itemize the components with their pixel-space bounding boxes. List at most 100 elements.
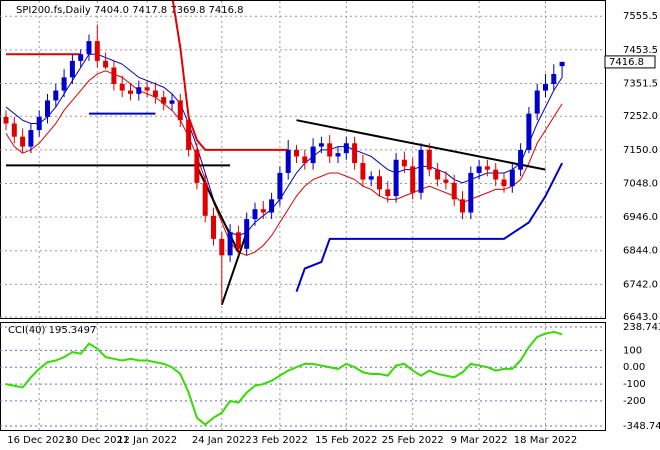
candle-body (534, 90, 540, 114)
price-tag-box (604, 55, 656, 69)
candle-body (28, 130, 34, 147)
x-tick-label: 16 Dec 2021 (7, 435, 71, 446)
x-tick-label: 9 Mar 2022 (451, 435, 508, 446)
candle-body (227, 232, 233, 256)
x-tick-label: 18 Mar 2022 (514, 435, 577, 446)
level-line (295, 162, 563, 292)
candle-body (45, 100, 50, 117)
cci-tick-label: -348.7425 (623, 421, 660, 432)
candle-body (94, 41, 100, 61)
candle-body (543, 83, 548, 91)
candle-body (343, 143, 349, 154)
candle-body (551, 74, 557, 84)
cci-tick-label: -200 (623, 396, 646, 407)
candle-body (468, 172, 474, 213)
candle-body (559, 61, 565, 67)
candle-body (509, 169, 515, 187)
candle-body (327, 143, 333, 157)
candle-body (211, 215, 216, 239)
cci-tick-label: 238.7437 (623, 322, 660, 333)
candle-body (235, 232, 241, 249)
candle-body (302, 156, 308, 164)
candle-body (352, 143, 358, 164)
candle-body (277, 172, 283, 200)
candle-body (518, 149, 524, 170)
candle-body (426, 149, 432, 170)
price-frame (0, 0, 606, 319)
candle-body (385, 189, 391, 197)
candle-body (20, 136, 26, 147)
candle-body (252, 209, 258, 220)
candle-body (219, 238, 225, 256)
candle-body (269, 199, 275, 213)
cci-tick-label: -100 (623, 379, 646, 390)
y-tick-label: 7252.0 (623, 111, 658, 122)
y-tick-label: 6844.0 (623, 246, 658, 257)
y-tick-label: 7555.5 (623, 11, 658, 22)
candle-body (501, 179, 507, 187)
level-line (171, 1, 289, 151)
price-tag: 7416.8 (609, 57, 644, 68)
candle-body (377, 176, 382, 190)
y-tick-label: 7048.0 (623, 178, 658, 189)
y-tick-label: 6742.0 (623, 279, 658, 290)
candle-body (476, 166, 482, 173)
cci-line (5, 330, 563, 426)
candle-body (418, 149, 424, 193)
candle-body (493, 169, 499, 180)
candle-body (3, 116, 9, 124)
candle-body (11, 123, 17, 137)
header: SPI200.fs,Daily 7404.0 7417.8 7369.8 741… (16, 5, 243, 16)
candle-body (202, 182, 208, 216)
y-tick-label: 7453.5 (623, 45, 658, 56)
cci-frame (0, 322, 606, 431)
x-tick-label: 25 Feb 2022 (382, 435, 444, 446)
candle-body (161, 97, 167, 104)
y-tick-label: 6946.0 (623, 212, 658, 223)
y-tick-label: 6643.0 (623, 312, 658, 323)
candle-body (443, 179, 449, 183)
candle-body (86, 41, 92, 55)
candle-body (294, 149, 299, 157)
x-tick-label: 24 Jan 2022 (192, 435, 252, 446)
candle-body (393, 159, 399, 197)
candle-body (128, 90, 133, 94)
x-tick-label: 12 Jan 2022 (117, 435, 177, 446)
x-tick-label: 15 Feb 2022 (315, 435, 377, 446)
candle-body (103, 60, 109, 68)
candle-body (69, 60, 75, 78)
candle-body (318, 143, 324, 147)
candle-body (186, 120, 192, 150)
candle-body (368, 176, 374, 180)
candle-body (61, 77, 67, 91)
candle-body (435, 169, 441, 180)
candle-body (335, 153, 341, 157)
candle-body (401, 159, 407, 167)
cci-tick-label: 100 (623, 345, 642, 356)
candle-body (410, 166, 416, 193)
candle-body (169, 100, 175, 104)
candle-body (310, 146, 316, 164)
candle-body (152, 90, 158, 98)
candle-body (136, 87, 142, 94)
candle-body (244, 219, 250, 249)
candle-body (144, 87, 150, 91)
candle-body (36, 116, 42, 131)
candle-body (177, 100, 183, 121)
y-tick-label: 7351.5 (623, 78, 658, 89)
candle-body (360, 163, 366, 180)
candle-body (78, 54, 84, 61)
cci-tick-label: 0.00 (623, 362, 645, 373)
candle-body (260, 209, 266, 213)
candle-body (119, 83, 125, 91)
candle-body (484, 166, 490, 170)
candle-body (526, 113, 532, 150)
candle-body (285, 149, 291, 173)
x-tick-label: 30 Dec 2021 (65, 435, 129, 446)
candle-body (451, 182, 457, 200)
candle-body (111, 67, 117, 84)
candle-body (460, 199, 465, 213)
candle-body (194, 149, 200, 183)
x-tick-label: 3 Feb 2022 (252, 435, 308, 446)
